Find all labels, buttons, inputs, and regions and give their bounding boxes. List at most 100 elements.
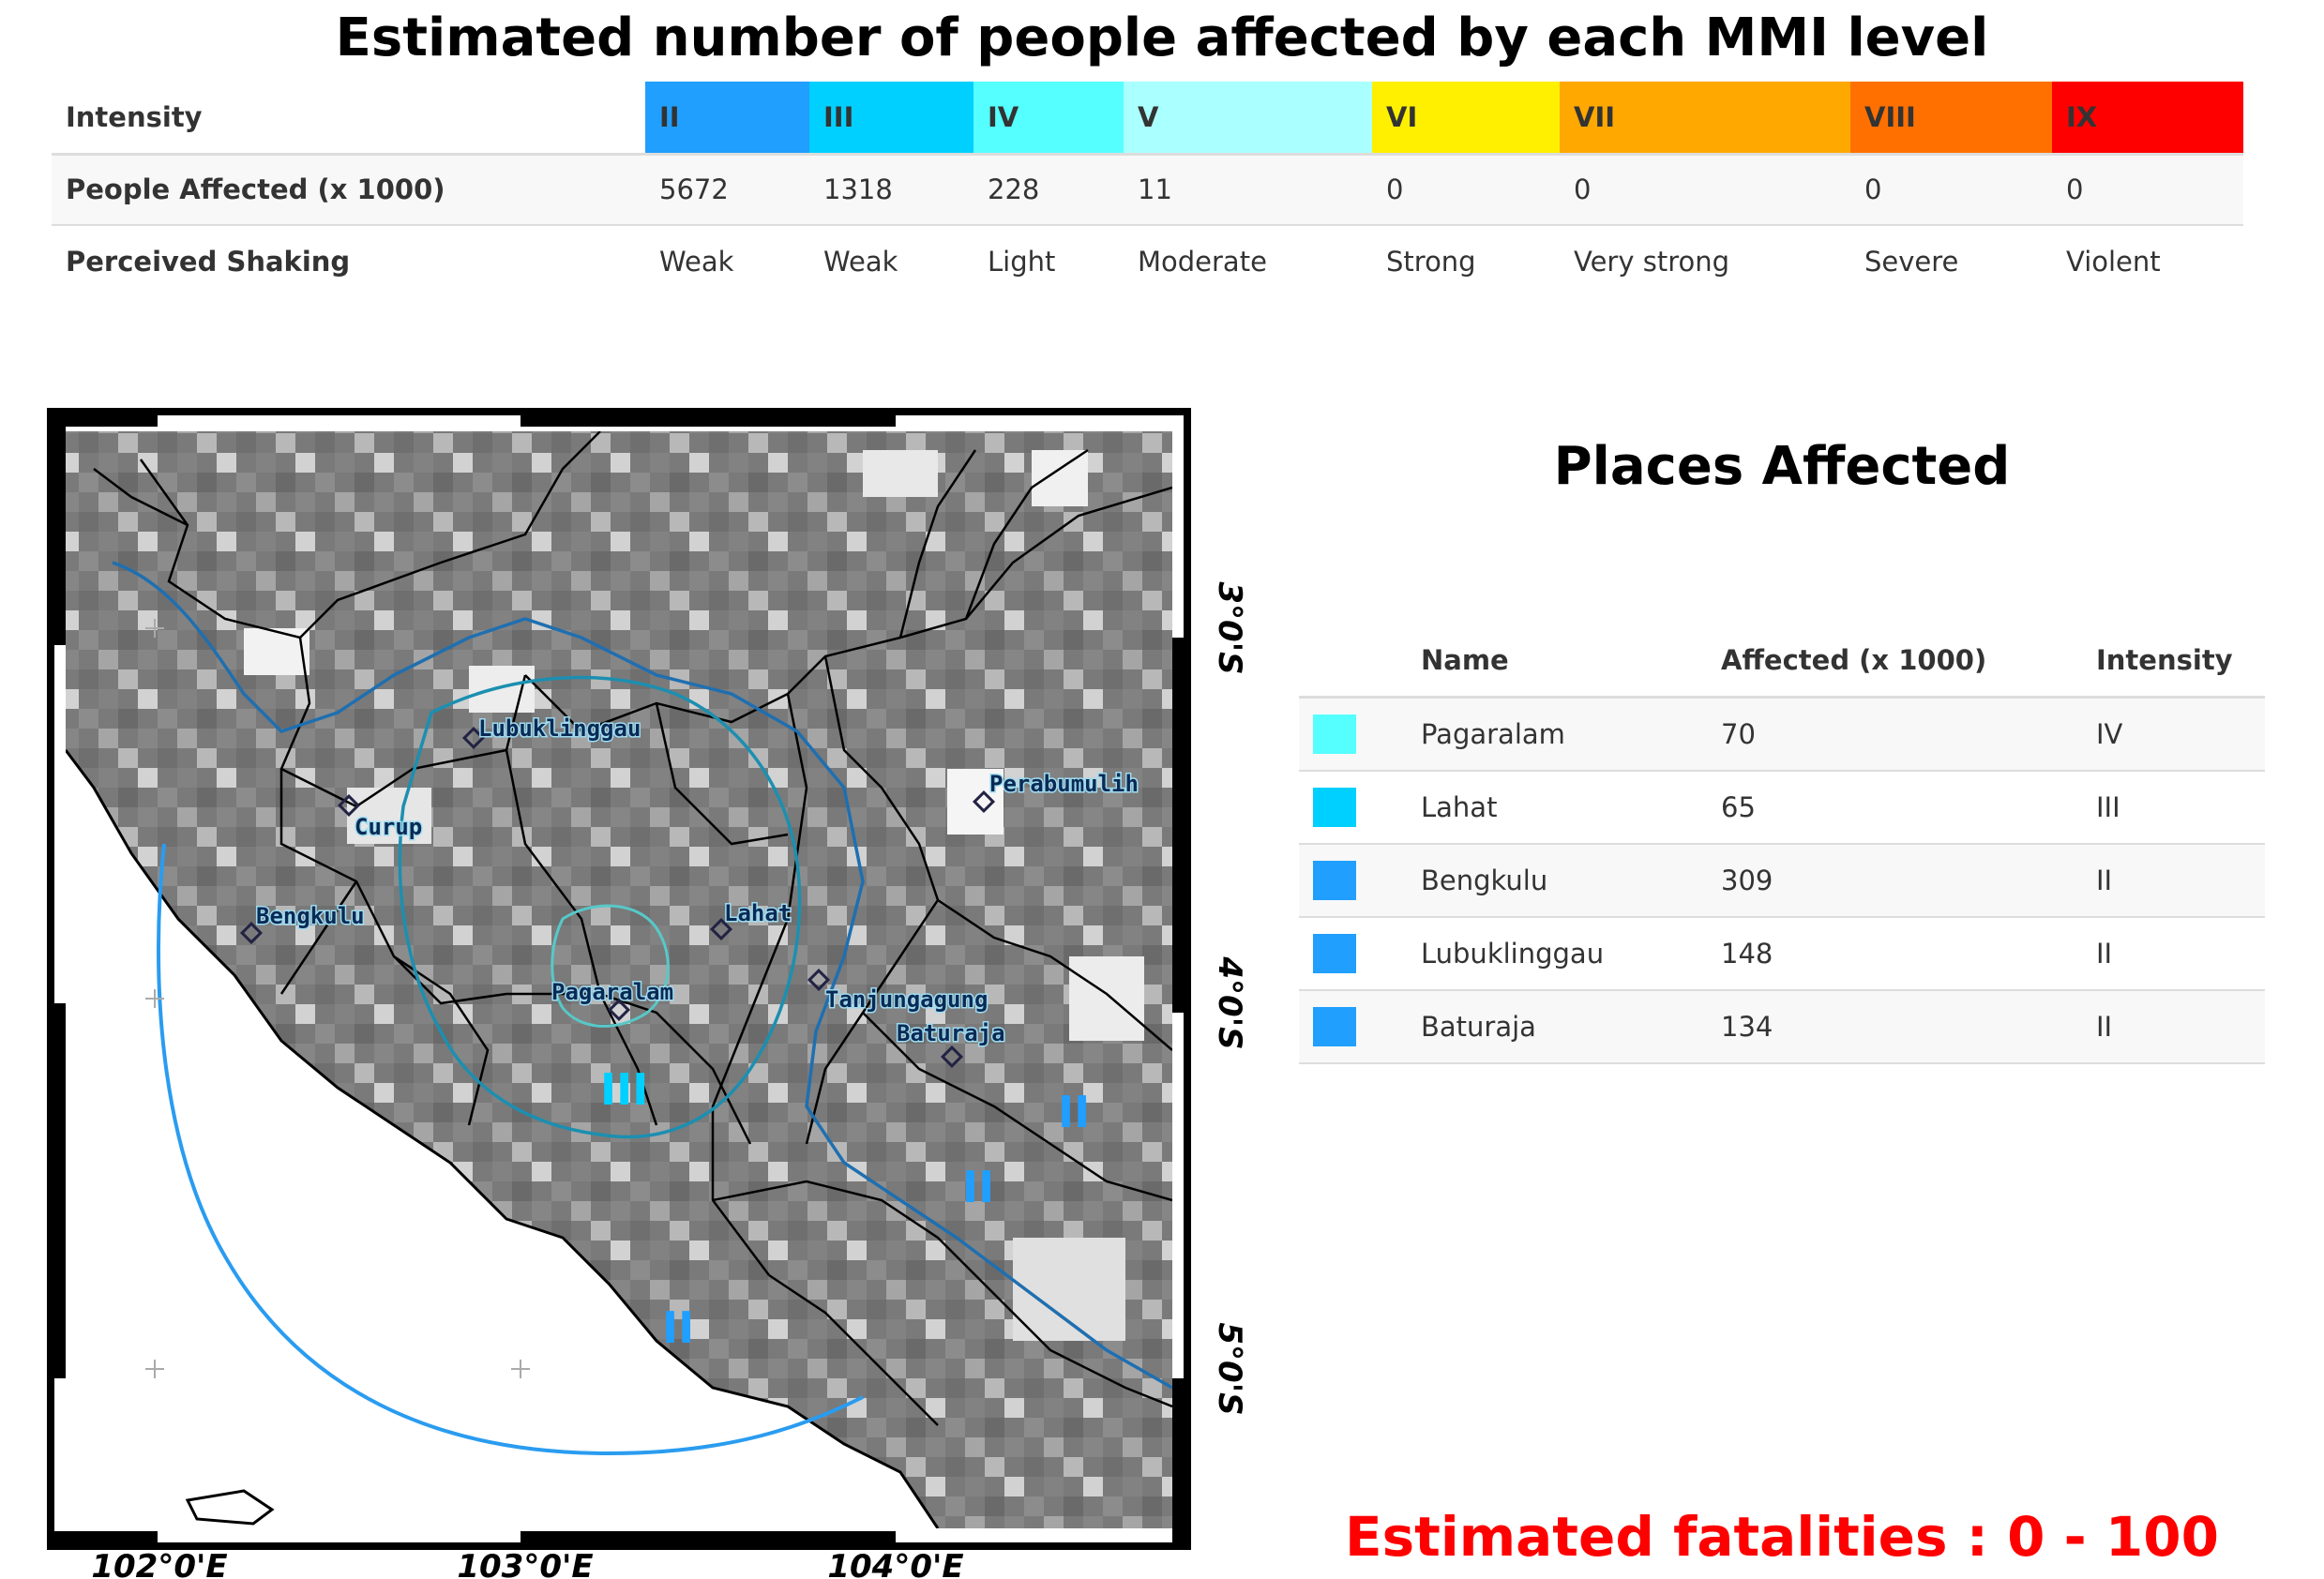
shaking-value: Violent <box>2066 245 2161 278</box>
place-name: Pagaralam <box>1407 697 1707 772</box>
affected-value: 0 <box>1864 173 1882 206</box>
places-header-row: Name Affected (x 1000) Intensity <box>1299 624 2265 699</box>
places-table: Name Affected (x 1000) Intensity Pagaral… <box>1299 624 2265 1064</box>
place-affected: 148 <box>1707 917 2082 991</box>
island <box>185 1489 275 1526</box>
intensity-swatch-cell <box>1299 990 1407 1064</box>
city-label: Curup <box>355 814 422 840</box>
grid-marks <box>145 619 530 1378</box>
city-marker <box>461 726 486 750</box>
affected-value: 228 <box>988 173 1040 206</box>
city-marker <box>972 790 996 814</box>
cloud-patch <box>1013 1238 1125 1341</box>
affected-value: 0 <box>1386 173 1404 206</box>
affected-value: 11 <box>1138 173 1172 206</box>
intensity-swatch-cell <box>1299 771 1407 845</box>
intensity-swatch <box>1313 861 1356 900</box>
mmi-contour-label: II <box>1058 1087 1090 1137</box>
swatch-header <box>1299 624 1407 699</box>
row-label: People Affected (x 1000) <box>66 173 445 206</box>
place-row: Lahat 65 III <box>1299 771 2265 845</box>
places-title: Places Affected <box>1553 436 2011 497</box>
mmi-cell: II <box>645 82 809 154</box>
mmi-cell: V <box>1124 82 1372 154</box>
city-label: Lahat <box>724 900 792 926</box>
cloud-patch <box>244 628 309 675</box>
mmi-table: Intensity II III IV V VI VII VIII IX Peo… <box>52 82 2243 296</box>
city-label: Pagaralam <box>551 979 673 1005</box>
place-affected: 65 <box>1707 771 2082 845</box>
row-label: Perceived Shaking <box>66 245 351 278</box>
fatalities-estimate: Estimated fatalities : 0 - 100 <box>1344 1505 2220 1569</box>
mmi-cell: VII <box>1560 82 1850 154</box>
city-marker <box>337 793 361 818</box>
city-label: Perabumulih <box>989 771 1139 797</box>
cloud-patch <box>469 666 535 713</box>
place-affected: 309 <box>1707 844 2082 918</box>
coastline <box>66 749 940 1528</box>
cloud-patch <box>863 450 938 497</box>
mmi-cell: III <box>809 82 973 154</box>
mmi-contour-label: II <box>662 1302 694 1353</box>
shaking-value: Moderate <box>1138 245 1267 278</box>
cloud-patch <box>1032 450 1088 506</box>
latitude-label: 5°0'S <box>1211 1322 1247 1415</box>
place-row: Baturaja 134 II <box>1299 990 2265 1064</box>
latitude-label: 4°0'S <box>1211 955 1247 1049</box>
shaking-value: Light <box>988 245 1056 278</box>
affected-value: 0 <box>1574 173 1592 206</box>
place-row: Bengkulu 309 II <box>1299 844 2265 918</box>
intensity-swatch <box>1313 714 1356 754</box>
place-row: Lubuklinggau 148 II <box>1299 917 2265 991</box>
mmi-cell: IV <box>973 82 1124 154</box>
shake-map: Lubuklinggau Curup Bengkulu Lahat Pagara… <box>0 394 1247 1579</box>
main-title: Estimated number of people affected by e… <box>335 8 1989 68</box>
row-label: Intensity <box>66 100 203 133</box>
mmi-cell: VIII <box>1850 82 2052 154</box>
city-markers <box>239 726 996 1069</box>
city-marker <box>807 968 831 992</box>
mmi-cell: VI <box>1372 82 1560 154</box>
column-header: Intensity <box>2082 624 2265 699</box>
mmi-intensity-row: Intensity II III IV V VI VII VIII IX <box>52 82 2243 154</box>
mmi-contour-iv <box>551 904 670 1028</box>
place-row: Pagaralam 70 IV <box>1299 697 2265 772</box>
place-name: Baturaja <box>1407 990 1707 1064</box>
place-intensity: II <box>2082 844 2265 918</box>
mmi-shaking-row: Perceived Shaking Weak Weak Light Modera… <box>52 225 2243 296</box>
affected-value: 1318 <box>823 173 893 206</box>
city-marker <box>940 1045 964 1069</box>
shaking-value: Weak <box>659 245 734 278</box>
city-marker <box>239 921 264 945</box>
longitude-label: 104°0'E <box>827 1548 963 1579</box>
city-marker <box>607 998 631 1022</box>
city-marker <box>709 917 733 941</box>
place-name: Lahat <box>1407 771 1707 845</box>
intensity-swatch-cell <box>1299 917 1407 991</box>
mmi-cell: IX <box>2052 82 2243 154</box>
cloud-patch <box>347 788 431 844</box>
longitude-label: 102°0'E <box>91 1548 227 1579</box>
place-name: Bengkulu <box>1407 844 1707 918</box>
place-intensity: II <box>2082 990 2265 1064</box>
column-header: Name <box>1407 624 1707 699</box>
place-affected: 134 <box>1707 990 2082 1064</box>
mmi-contour-label: II <box>962 1162 994 1212</box>
place-intensity: II <box>2082 917 2265 991</box>
city-label: Lubuklinggau <box>478 715 641 742</box>
affected-value: 5672 <box>659 173 729 206</box>
mmi-affected-row: People Affected (x 1000) 5672 1318 228 1… <box>52 154 2243 225</box>
affected-value: 0 <box>2066 173 2084 206</box>
city-label: Baturaja <box>897 1020 1005 1046</box>
epicenter-ring <box>157 843 864 1456</box>
intensity-swatch <box>1313 788 1356 827</box>
shaking-value: Very strong <box>1574 245 1730 278</box>
place-intensity: III <box>2082 771 2265 845</box>
city-label: Bengkulu <box>256 903 365 929</box>
mmi-contour-iii <box>398 675 802 1139</box>
intensity-swatch <box>1313 1007 1356 1046</box>
intensity-swatch-cell <box>1299 697 1407 772</box>
land-mass <box>66 431 1172 1528</box>
latitude-label: 3°0'S <box>1211 581 1247 674</box>
place-name: Lubuklinggau <box>1407 917 1707 991</box>
